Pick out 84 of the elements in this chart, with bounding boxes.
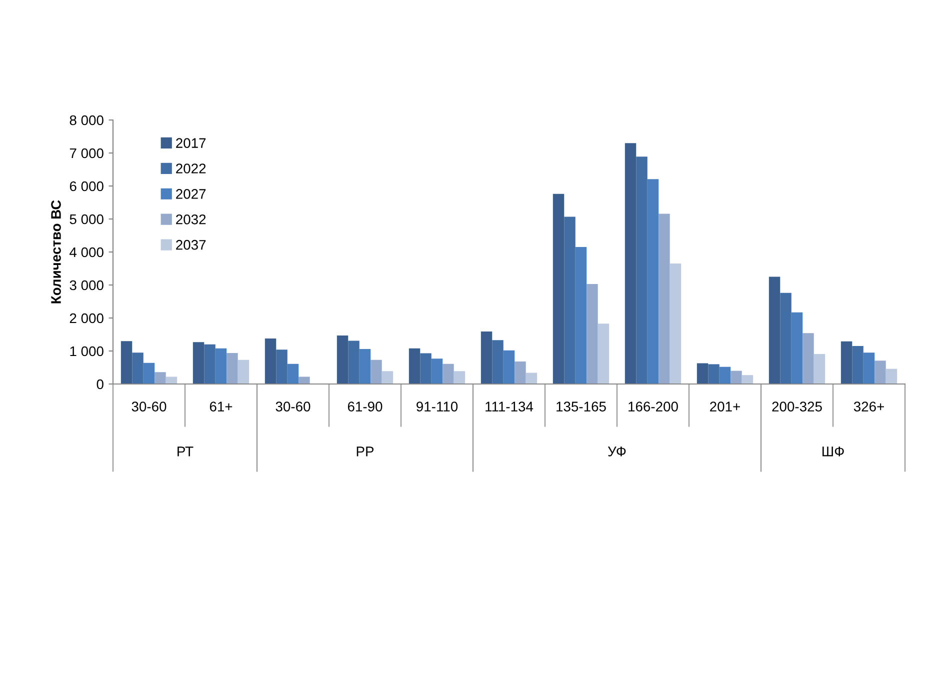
bar bbox=[742, 375, 754, 384]
bar bbox=[431, 358, 443, 384]
bar bbox=[215, 348, 227, 384]
legend-label: 2022 bbox=[176, 164, 206, 174]
legend-label: 2027 bbox=[176, 189, 206, 199]
bar bbox=[658, 214, 670, 384]
bar bbox=[132, 352, 144, 384]
y-tick-label: 3 000 bbox=[70, 280, 104, 290]
y-tick-label: 2 000 bbox=[70, 313, 104, 324]
bar bbox=[298, 376, 310, 384]
y-tick-label: 6 000 bbox=[70, 181, 104, 192]
bar bbox=[791, 312, 803, 384]
bar bbox=[420, 353, 432, 384]
bar bbox=[526, 372, 538, 384]
y-tick-label: 1 000 bbox=[70, 346, 104, 356]
bar bbox=[336, 335, 348, 384]
bar bbox=[442, 364, 454, 384]
bar bbox=[708, 364, 720, 384]
x-tick-label: 201+ bbox=[710, 402, 740, 412]
bar bbox=[863, 352, 875, 384]
bar bbox=[287, 364, 299, 384]
bar bbox=[598, 324, 610, 384]
x-tick-label: 135-165 bbox=[556, 402, 606, 412]
x-tick-label: 111-134 bbox=[486, 402, 534, 412]
bar bbox=[780, 292, 792, 384]
bar bbox=[696, 363, 708, 384]
bar bbox=[154, 372, 166, 384]
y-axis-title: Количество ВС bbox=[51, 200, 61, 304]
bar bbox=[503, 350, 515, 384]
y-tick-label: 8 000 bbox=[70, 115, 104, 126]
bar bbox=[814, 354, 826, 384]
bar bbox=[166, 376, 178, 384]
legend-label: 2017 bbox=[176, 138, 206, 148]
x-axis-title: ШФ bbox=[822, 446, 844, 456]
bar bbox=[552, 194, 564, 384]
bar bbox=[670, 264, 682, 384]
bar bbox=[226, 352, 238, 384]
bar bbox=[564, 216, 576, 384]
y-tick-label: 7 000 bbox=[70, 148, 104, 158]
bar bbox=[730, 370, 742, 384]
x-tick-label: 200-325 bbox=[772, 402, 822, 412]
bar bbox=[359, 349, 371, 384]
x-tick-label: 326+ bbox=[854, 402, 884, 412]
bar bbox=[382, 371, 394, 384]
bar bbox=[874, 360, 886, 384]
x-tick-label: 30-60 bbox=[276, 402, 310, 412]
x-tick-label: 61+ bbox=[210, 402, 232, 412]
bar bbox=[586, 284, 598, 384]
y-tick-label: 0 bbox=[96, 379, 104, 390]
bar bbox=[492, 340, 504, 384]
bar bbox=[647, 179, 659, 384]
x-axis-title: РР bbox=[356, 446, 374, 456]
legend-label: 2032 bbox=[176, 214, 206, 224]
legend-label: 2037 bbox=[176, 240, 206, 250]
bar bbox=[204, 344, 216, 384]
bar bbox=[575, 247, 587, 384]
bar bbox=[840, 341, 852, 384]
bar bbox=[886, 368, 898, 384]
x-axis-title: РТ bbox=[178, 446, 194, 456]
x-tick-label: 61-90 bbox=[348, 402, 382, 412]
x-tick-label: 166-200 bbox=[628, 402, 678, 412]
bar bbox=[276, 350, 288, 384]
bar bbox=[370, 360, 382, 384]
x-tick-label: 91-110 bbox=[416, 402, 458, 412]
bar bbox=[636, 156, 648, 384]
y-tick-label: 4 000 bbox=[70, 247, 104, 258]
bar bbox=[143, 362, 155, 384]
bar bbox=[264, 338, 276, 384]
bar bbox=[238, 360, 250, 384]
bar bbox=[192, 342, 204, 384]
x-axis-title: УФ bbox=[608, 446, 626, 456]
bar bbox=[768, 276, 780, 384]
bar bbox=[120, 341, 132, 384]
bar bbox=[480, 332, 492, 384]
bar bbox=[408, 348, 420, 384]
y-tick-label: 5 000 bbox=[70, 214, 104, 224]
bar bbox=[852, 346, 864, 384]
bar bbox=[454, 371, 466, 384]
bar bbox=[802, 333, 814, 384]
bar bbox=[514, 362, 526, 384]
bar bbox=[348, 340, 360, 384]
x-tick-label: 30-60 bbox=[132, 402, 166, 412]
bar bbox=[624, 143, 636, 384]
bar bbox=[719, 366, 731, 384]
